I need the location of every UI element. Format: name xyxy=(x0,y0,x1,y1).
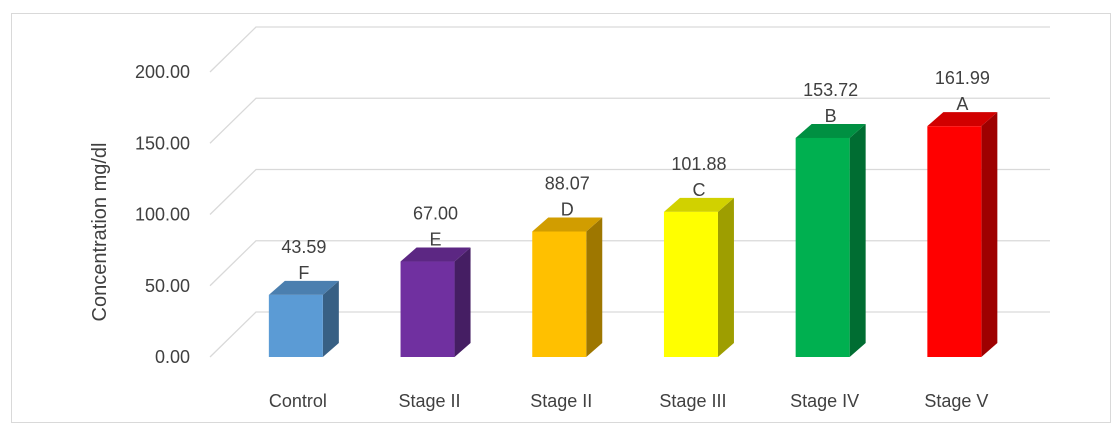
x-tick-label: Stage II xyxy=(530,391,592,411)
data-label-letter: B xyxy=(825,106,837,126)
bar-top xyxy=(532,217,603,232)
bar-top xyxy=(795,123,866,138)
y-axis-ticks: 0.00 50.00 100.00 150.00 200.00 xyxy=(135,62,190,367)
bar xyxy=(268,280,339,357)
bar xyxy=(532,217,603,357)
y-axis-label: Concentration mg/dl xyxy=(89,143,111,322)
bar-front xyxy=(400,261,455,357)
x-tick-label: Stage IV xyxy=(790,391,859,411)
bar-side xyxy=(849,123,866,357)
y-tick-label: 0.00 xyxy=(155,347,190,367)
gridline xyxy=(209,240,1050,287)
bar-side xyxy=(454,247,471,357)
bar xyxy=(663,197,734,357)
data-label-value: 88.07 xyxy=(545,174,590,194)
gridline xyxy=(209,168,1050,215)
gridlines xyxy=(209,26,1050,358)
gridline xyxy=(209,26,1050,73)
bar-side xyxy=(322,280,339,357)
bar-top xyxy=(663,197,734,212)
x-tick-label: Stage III xyxy=(659,391,726,411)
bar-front xyxy=(268,294,323,357)
bar xyxy=(400,247,471,357)
bar-front xyxy=(663,211,718,357)
bar xyxy=(795,123,866,357)
data-label-value: 67.00 xyxy=(413,204,458,224)
x-axis-ticks: Control Stage II Stage II Stage III Stage IV… xyxy=(269,391,989,411)
y-tick-label: 200.00 xyxy=(135,62,190,82)
data-label-letter: A xyxy=(956,94,968,114)
bar-top xyxy=(268,280,339,295)
data-label-value: 43.59 xyxy=(281,237,326,257)
data-label-letter: F xyxy=(298,263,309,283)
bar-side xyxy=(981,112,998,358)
data-label-value: 161.99 xyxy=(935,68,990,88)
data-label-value: 153.72 xyxy=(803,80,858,100)
y-tick-label: 100.00 xyxy=(135,205,190,225)
data-label-letter: D xyxy=(561,200,574,220)
gridline xyxy=(209,311,1050,358)
bar-front xyxy=(532,231,587,357)
data-label-value: 101.88 xyxy=(671,154,726,174)
data-label-letter: E xyxy=(430,230,442,250)
x-tick-label: Stage II xyxy=(399,391,461,411)
data-label-letter: C xyxy=(692,180,705,200)
bar-top xyxy=(400,247,471,262)
y-tick-label: 50.00 xyxy=(145,276,190,296)
bar-front xyxy=(795,137,850,357)
bar-top xyxy=(927,112,998,127)
bar-front xyxy=(927,126,982,358)
x-tick-label: Control xyxy=(269,391,327,411)
x-tick-label: Stage V xyxy=(924,391,988,411)
gridline xyxy=(209,97,1050,144)
bars: 43.59 F 67.00 E 88.07 D 101.88 C 153.72 B 161.99 A xyxy=(268,68,998,358)
bar-side xyxy=(717,197,734,357)
bar-side xyxy=(586,217,603,357)
y-tick-label: 150.00 xyxy=(135,133,190,153)
bar xyxy=(927,112,998,358)
